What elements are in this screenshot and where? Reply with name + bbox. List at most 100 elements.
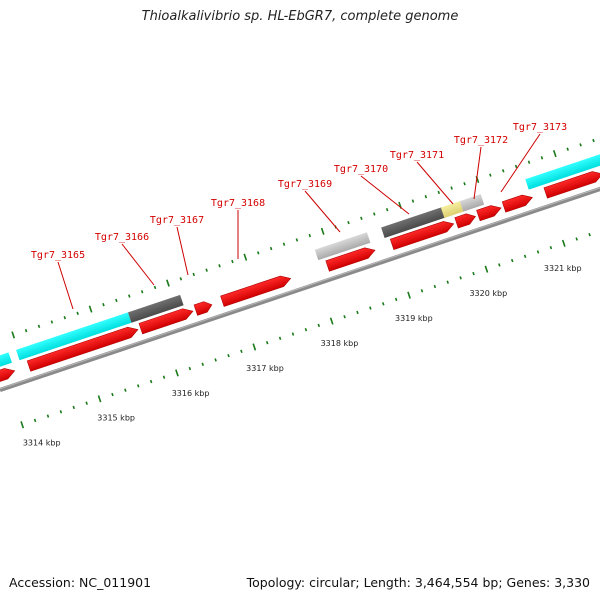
- gene-leader-line: [360, 175, 410, 215]
- gene-label: Tgr7_3173: [513, 122, 567, 133]
- gene-label: Tgr7_3168: [211, 198, 265, 209]
- tick-major: [97, 395, 102, 403]
- kbp-label: 3315 kbp: [97, 414, 135, 423]
- tick-minor: [76, 311, 79, 316]
- tick-minor: [128, 294, 131, 298]
- tick-minor: [140, 290, 144, 294]
- gene-feature-light: [457, 194, 485, 213]
- tick-minor: [201, 362, 204, 366]
- kbp-label: 3318 kbp: [321, 339, 359, 348]
- gene-feature-yellow: [440, 201, 464, 218]
- tick-minor: [192, 272, 195, 277]
- tick-minor: [308, 233, 312, 238]
- gene-leader-line: [416, 161, 454, 205]
- tick-major: [561, 239, 566, 247]
- rrna-feature: [16, 312, 132, 361]
- tick-minor: [373, 212, 376, 216]
- lower-tick-row: [20, 232, 591, 429]
- tick-minor: [489, 173, 492, 177]
- tick-minor: [63, 315, 67, 320]
- kbp-label: 3319 kbp: [395, 314, 433, 323]
- tick-minor: [498, 263, 501, 267]
- tick-major: [243, 253, 248, 261]
- tick-minor: [472, 271, 475, 276]
- tick-minor: [102, 303, 105, 307]
- tick-minor: [214, 358, 217, 362]
- tick-major: [88, 305, 93, 313]
- tick-minor: [111, 392, 114, 397]
- gene-label: Tgr7_3165: [31, 250, 85, 261]
- tick-minor: [231, 259, 234, 264]
- gene-leader-line: [57, 261, 74, 310]
- tick-minor: [579, 143, 582, 147]
- tick-minor: [24, 328, 28, 333]
- tick-major: [329, 317, 334, 325]
- gene-label: Tgr7_3171: [390, 150, 444, 161]
- tick-minor: [411, 199, 415, 203]
- rrna-feature: [0, 352, 12, 373]
- tick-minor: [278, 336, 282, 341]
- cds-arrow: [476, 205, 502, 222]
- tick-minor: [85, 401, 88, 405]
- genome-backbone: [0, 186, 600, 392]
- gene-label: Tgr7_3172: [454, 135, 508, 146]
- gene-feature-light: [314, 232, 371, 261]
- cds-arrow: [220, 275, 292, 307]
- tick-minor: [450, 186, 453, 190]
- tick-minor: [282, 242, 286, 246]
- tick-minor: [501, 169, 505, 173]
- tick-minor: [153, 285, 157, 290]
- tick-minor: [149, 379, 153, 384]
- tick-minor: [59, 410, 63, 414]
- kbp-label-row: 3314 kbp 3315 kbp 3316 kbp 3317 kbp 3318 kbp…: [23, 264, 582, 448]
- tick-minor: [394, 297, 398, 302]
- tick-minor: [265, 340, 269, 345]
- tick-major: [252, 343, 257, 351]
- gene-leader-line: [500, 133, 541, 193]
- tick-minor: [540, 156, 544, 160]
- tick-minor: [137, 384, 140, 388]
- cds-arrow: [501, 194, 533, 213]
- kbp-label: 3316 kbp: [172, 389, 210, 398]
- upper-tick-row: [11, 138, 595, 339]
- tick-minor: [317, 323, 321, 328]
- tick-minor: [179, 277, 183, 281]
- gene-feature-dark: [381, 206, 447, 238]
- genome-backbone-highlight: [0, 187, 600, 390]
- tick-minor: [37, 324, 41, 328]
- tick-major: [11, 331, 16, 339]
- tick-minor: [549, 245, 553, 250]
- tick-minor: [446, 280, 449, 284]
- tick-minor: [291, 332, 295, 336]
- tick-major: [320, 227, 325, 235]
- tick-minor: [385, 207, 389, 212]
- tick-minor: [527, 160, 531, 164]
- gene-label: Tgr7_3169: [278, 179, 332, 190]
- tick-minor: [269, 246, 273, 251]
- cds-arrow: [193, 301, 213, 316]
- tick-minor: [33, 418, 37, 423]
- tick-minor: [295, 238, 299, 242]
- tick-minor: [240, 349, 243, 353]
- tick-minor: [218, 264, 221, 268]
- tick-major: [175, 369, 179, 377]
- cds-arrow: [138, 308, 194, 335]
- cds-arrow: [26, 326, 139, 372]
- genome-summary: Topology: circular; Length: 3,464,554 bp…: [246, 575, 590, 590]
- gene-label: Tgr7_3166: [95, 232, 149, 243]
- gene-feature-dark: [127, 294, 184, 323]
- rrna-feature: [525, 153, 600, 190]
- tick-minor: [347, 220, 350, 225]
- map-title: Thioalkalivibrio sp. HL-EbGR7, complete …: [141, 9, 459, 24]
- tick-minor: [124, 388, 127, 392]
- cds-arrow: [543, 171, 600, 199]
- kbp-label: 3320 kbp: [469, 289, 507, 298]
- gene-label: Tgr7_3170: [334, 164, 388, 175]
- tick-minor: [205, 268, 208, 272]
- tick-minor: [424, 195, 428, 199]
- tick-minor: [592, 138, 595, 143]
- tick-major: [484, 265, 489, 273]
- tick-minor: [72, 405, 76, 410]
